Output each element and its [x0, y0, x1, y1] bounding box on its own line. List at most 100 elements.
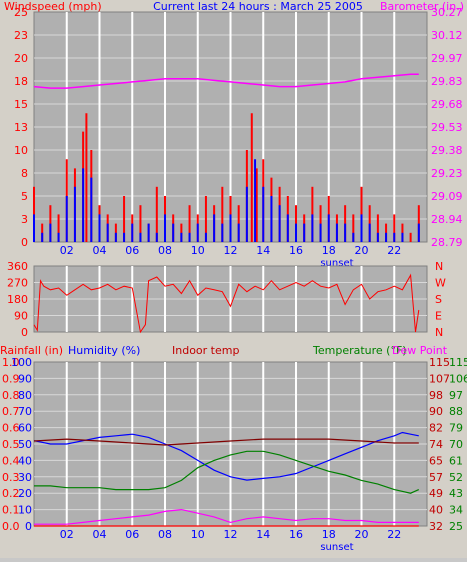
barometer-line [33, 73, 419, 89]
wind-y-tick-label: 18 [14, 75, 28, 88]
rain-y-tick-label: 0.2 [2, 487, 20, 500]
humidity-y-tick-label: 30 [18, 471, 32, 484]
rain-y-tick-label: 1.0 [2, 356, 20, 369]
wind-x-tick-label: 02 [60, 244, 74, 257]
sunset-label: sunset [320, 258, 353, 269]
humidity-y-tick-label: 20 [18, 487, 32, 500]
temperature-y-tick-label: 97 [449, 389, 463, 402]
barometer-y-tick-label: 29.38 [431, 144, 463, 157]
wind-y-tick-label: 10 [14, 144, 28, 157]
temperature-x-tick-label: 14 [256, 528, 270, 541]
compass-tick-label: S [435, 293, 442, 306]
humidity-y-tick-label: 100 [11, 356, 32, 369]
barometer-y-tick-label: 30.27 [431, 6, 463, 19]
wind-y-tick-label: 8 [21, 167, 28, 180]
indoor-y-tick-label: 57 [429, 471, 443, 484]
barometer-y-tick-label: 29.53 [431, 121, 463, 134]
indoor-y-tick-label: 82 [429, 422, 443, 435]
direction-y-tick-label: 270 [7, 277, 28, 290]
wind-y-tick-label: 25 [14, 6, 28, 19]
temperature-x-tick-label: 04 [93, 528, 107, 541]
compass-tick-label: N [435, 326, 443, 339]
humidity-y-tick-label: 80 [18, 389, 32, 402]
sunset-label: sunset [320, 542, 353, 553]
humidity-y-tick-label: 60 [18, 422, 32, 435]
temperature-f-line [34, 450, 420, 494]
humidity-y-tick-label: 50 [18, 438, 32, 451]
indoor-y-tick-label: 40 [429, 504, 443, 517]
compass-tick-label: W [435, 277, 446, 290]
legend-label: Dew Point [392, 344, 448, 357]
humidity-y-tick-label: 90 [18, 372, 32, 385]
indoor-y-tick-label: 90 [429, 405, 443, 418]
barometer-y-tick-label: 28.79 [431, 236, 463, 249]
humidity-y-tick-label: 40 [18, 454, 32, 467]
rain-y-tick-label: 0.1 [2, 504, 20, 517]
wind-y-tick-label: 15 [14, 98, 28, 111]
barometer-y-tick-label: 29.23 [431, 167, 463, 180]
rain-y-tick-label: 0.5 [2, 438, 20, 451]
compass-tick-label: N [435, 260, 443, 273]
temperature-x-tick-label: 02 [60, 528, 74, 541]
temperature-x-tick-label: 20 [355, 528, 369, 541]
temperature-y-tick-label: 25 [449, 520, 463, 533]
wind-x-tick-label: 08 [158, 244, 172, 257]
wind-y-tick-label: 0 [21, 236, 28, 249]
wind-x-tick-label: 06 [125, 244, 139, 257]
temperature-x-tick-label: 12 [224, 528, 238, 541]
indoor-y-tick-label: 98 [429, 389, 443, 402]
humidity-y-tick-label: 70 [18, 405, 32, 418]
wind-x-tick-label: 10 [191, 244, 205, 257]
temperature-x-tick-label: 06 [125, 528, 139, 541]
indoor-y-tick-label: 65 [429, 454, 443, 467]
temperature-y-tick-label: 52 [449, 471, 463, 484]
wind-direction-line [33, 273, 420, 334]
humidity-y-tick-label: 0 [25, 520, 32, 533]
indoor-y-tick-label: 49 [429, 487, 443, 500]
rain-y-tick-label: 0.0 [2, 520, 20, 533]
temperature-x-tick-label: 08 [158, 528, 172, 541]
indoor-y-tick-label: 32 [429, 520, 443, 533]
rain-y-tick-label: 0.8 [2, 389, 20, 402]
indoor-y-tick-label: 74 [429, 438, 443, 451]
barometer-y-tick-label: 29.09 [431, 190, 463, 203]
temperature-y-tick-label: 61 [449, 454, 463, 467]
humidity-y-tick-label: 10 [18, 504, 32, 517]
temperature-x-tick-label: 10 [191, 528, 205, 541]
wind-x-tick-label: 18 [322, 244, 336, 257]
legend-label: Rainfall (in) [0, 344, 63, 357]
barometer-y-tick-label: 30.12 [431, 29, 463, 42]
temperature-y-tick-label: 106 [449, 372, 467, 385]
temperature-y-tick-label: 43 [449, 487, 463, 500]
temperature-x-tick-label: 18 [322, 528, 336, 541]
legend-label: Humidity (%) [68, 344, 140, 357]
barometer-y-tick-label: 29.68 [431, 98, 463, 111]
wind-x-tick-label: 04 [93, 244, 107, 257]
barometer-y-tick-label: 28.94 [431, 213, 463, 226]
wind-x-tick-label: 16 [289, 244, 303, 257]
wind-y-tick-label: 5 [21, 190, 28, 203]
wind-x-tick-label: 20 [355, 244, 369, 257]
chart-title: Current last 24 hours : March 25 2005 [153, 0, 363, 13]
windspeed-axis-label: Windspeed (mph) [4, 0, 102, 13]
direction-y-tick-label: 90 [14, 310, 28, 323]
temperature-x-tick-label: 22 [387, 528, 401, 541]
temperature-y-tick-label: 79 [449, 422, 463, 435]
rain-y-tick-label: 0.6 [2, 422, 20, 435]
wind-y-tick-label: 20 [14, 52, 28, 65]
wind-y-tick-label: 23 [14, 29, 28, 42]
indoor-y-tick-label: 107 [429, 372, 450, 385]
barometer-axis-label: Barometer (in.) [380, 0, 464, 13]
indoor-temp-line [33, 438, 419, 446]
direction-y-tick-label: 180 [7, 293, 28, 306]
direction-y-tick-label: 360 [7, 260, 28, 273]
barometer-y-tick-label: 29.97 [431, 52, 463, 65]
wind-x-tick-label: 14 [256, 244, 270, 257]
legend-label: Indoor temp [172, 344, 239, 357]
temperature-y-tick-label: 88 [449, 405, 463, 418]
dew-point-line [34, 508, 419, 525]
wind-y-tick-label: 3 [21, 213, 28, 226]
rain-y-tick-label: 0.3 [2, 471, 20, 484]
